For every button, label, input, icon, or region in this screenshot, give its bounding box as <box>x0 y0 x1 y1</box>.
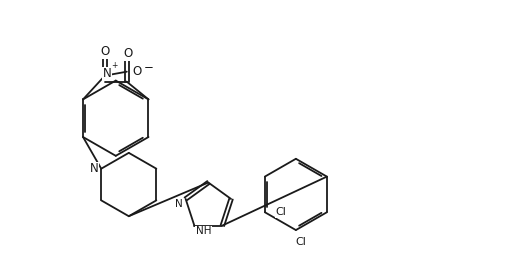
Text: N: N <box>90 162 99 175</box>
Text: O: O <box>132 65 141 78</box>
Text: +: + <box>112 61 118 70</box>
Text: O: O <box>100 45 109 59</box>
Text: NH: NH <box>195 227 211 237</box>
Text: O: O <box>123 47 132 60</box>
Text: Cl: Cl <box>276 207 286 217</box>
Text: N: N <box>175 199 182 209</box>
Text: N: N <box>102 67 112 80</box>
Text: −: − <box>144 61 154 74</box>
Text: Cl: Cl <box>296 237 306 247</box>
